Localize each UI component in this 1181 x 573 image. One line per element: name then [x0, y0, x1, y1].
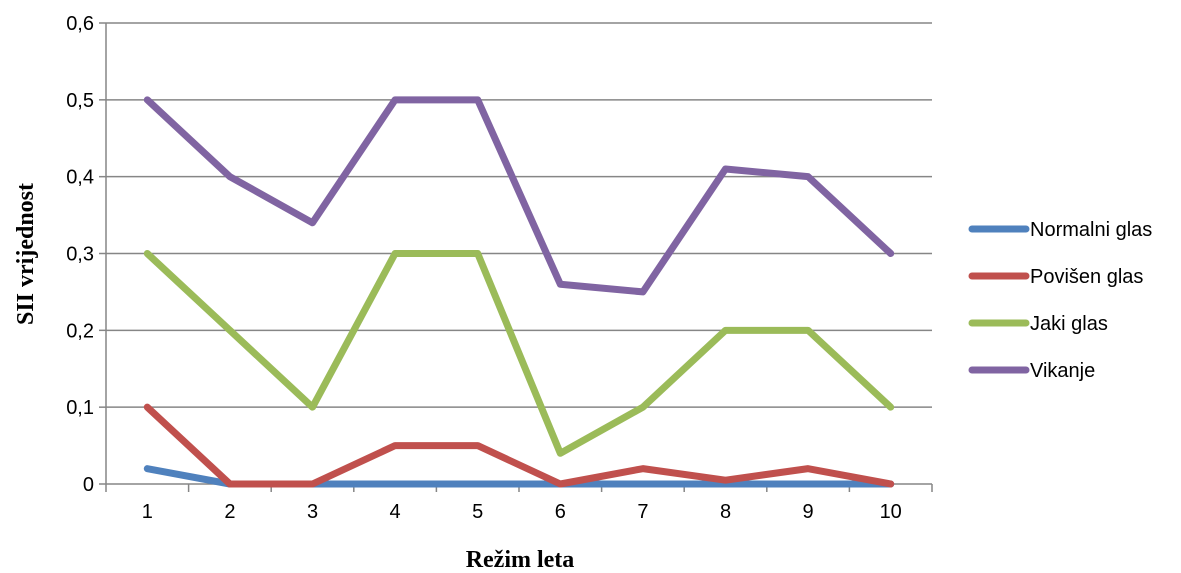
- y-tick-label: 0: [83, 474, 94, 496]
- x-tick-label: 4: [390, 501, 401, 523]
- series-line: [143, 403, 895, 488]
- legend-label: Vikanje: [1030, 360, 1095, 382]
- series-line: [143, 96, 895, 296]
- y-tick-label: 0,5: [66, 90, 94, 112]
- series-lines: [143, 96, 895, 488]
- y-tick-label: 0,2: [66, 320, 94, 342]
- x-tick-label: 5: [472, 501, 483, 523]
- x-tick-label: 2: [224, 501, 235, 523]
- legend-label: Povišen glas: [1030, 266, 1143, 288]
- legend-item: Povišen glas: [968, 266, 1143, 288]
- x-axis-title: Režim leta: [466, 547, 575, 573]
- series-line: [143, 250, 895, 457]
- legend-label: Jaki glas: [1030, 313, 1108, 335]
- x-tick-label: 7: [637, 501, 648, 523]
- x-tick-labels: 1 2 3 4 5 6 7 8 9 10: [142, 501, 902, 523]
- legend-item: Jaki glas: [968, 313, 1108, 335]
- gridlines: [106, 22, 932, 408]
- y-tick-label: 0,3: [66, 244, 94, 266]
- y-tick-labels: 0 0,1 0,2 0,3 0,4 0,5 0,6: [66, 13, 94, 496]
- x-tick-label: 6: [555, 501, 566, 523]
- legend-label: Normalni glas: [1030, 219, 1152, 241]
- x-tick-label: 1: [142, 501, 153, 523]
- legend-item: Vikanje: [968, 360, 1095, 382]
- axes: [99, 22, 933, 492]
- legend-item: Normalni glas: [968, 219, 1152, 241]
- y-tick-label: 0,6: [66, 13, 94, 35]
- x-tick-label: 8: [720, 501, 731, 523]
- legend: Normalni glas Povišen glas Jaki glas Vikanj…: [968, 219, 1152, 382]
- y-tick-label: 0,1: [66, 397, 94, 419]
- x-tick-label: 9: [803, 501, 814, 523]
- y-tick-label: 0,4: [66, 167, 94, 189]
- x-tick-label: 10: [880, 501, 902, 523]
- y-axis-title: SII vrijednost: [13, 183, 39, 325]
- x-tick-label: 3: [307, 501, 318, 523]
